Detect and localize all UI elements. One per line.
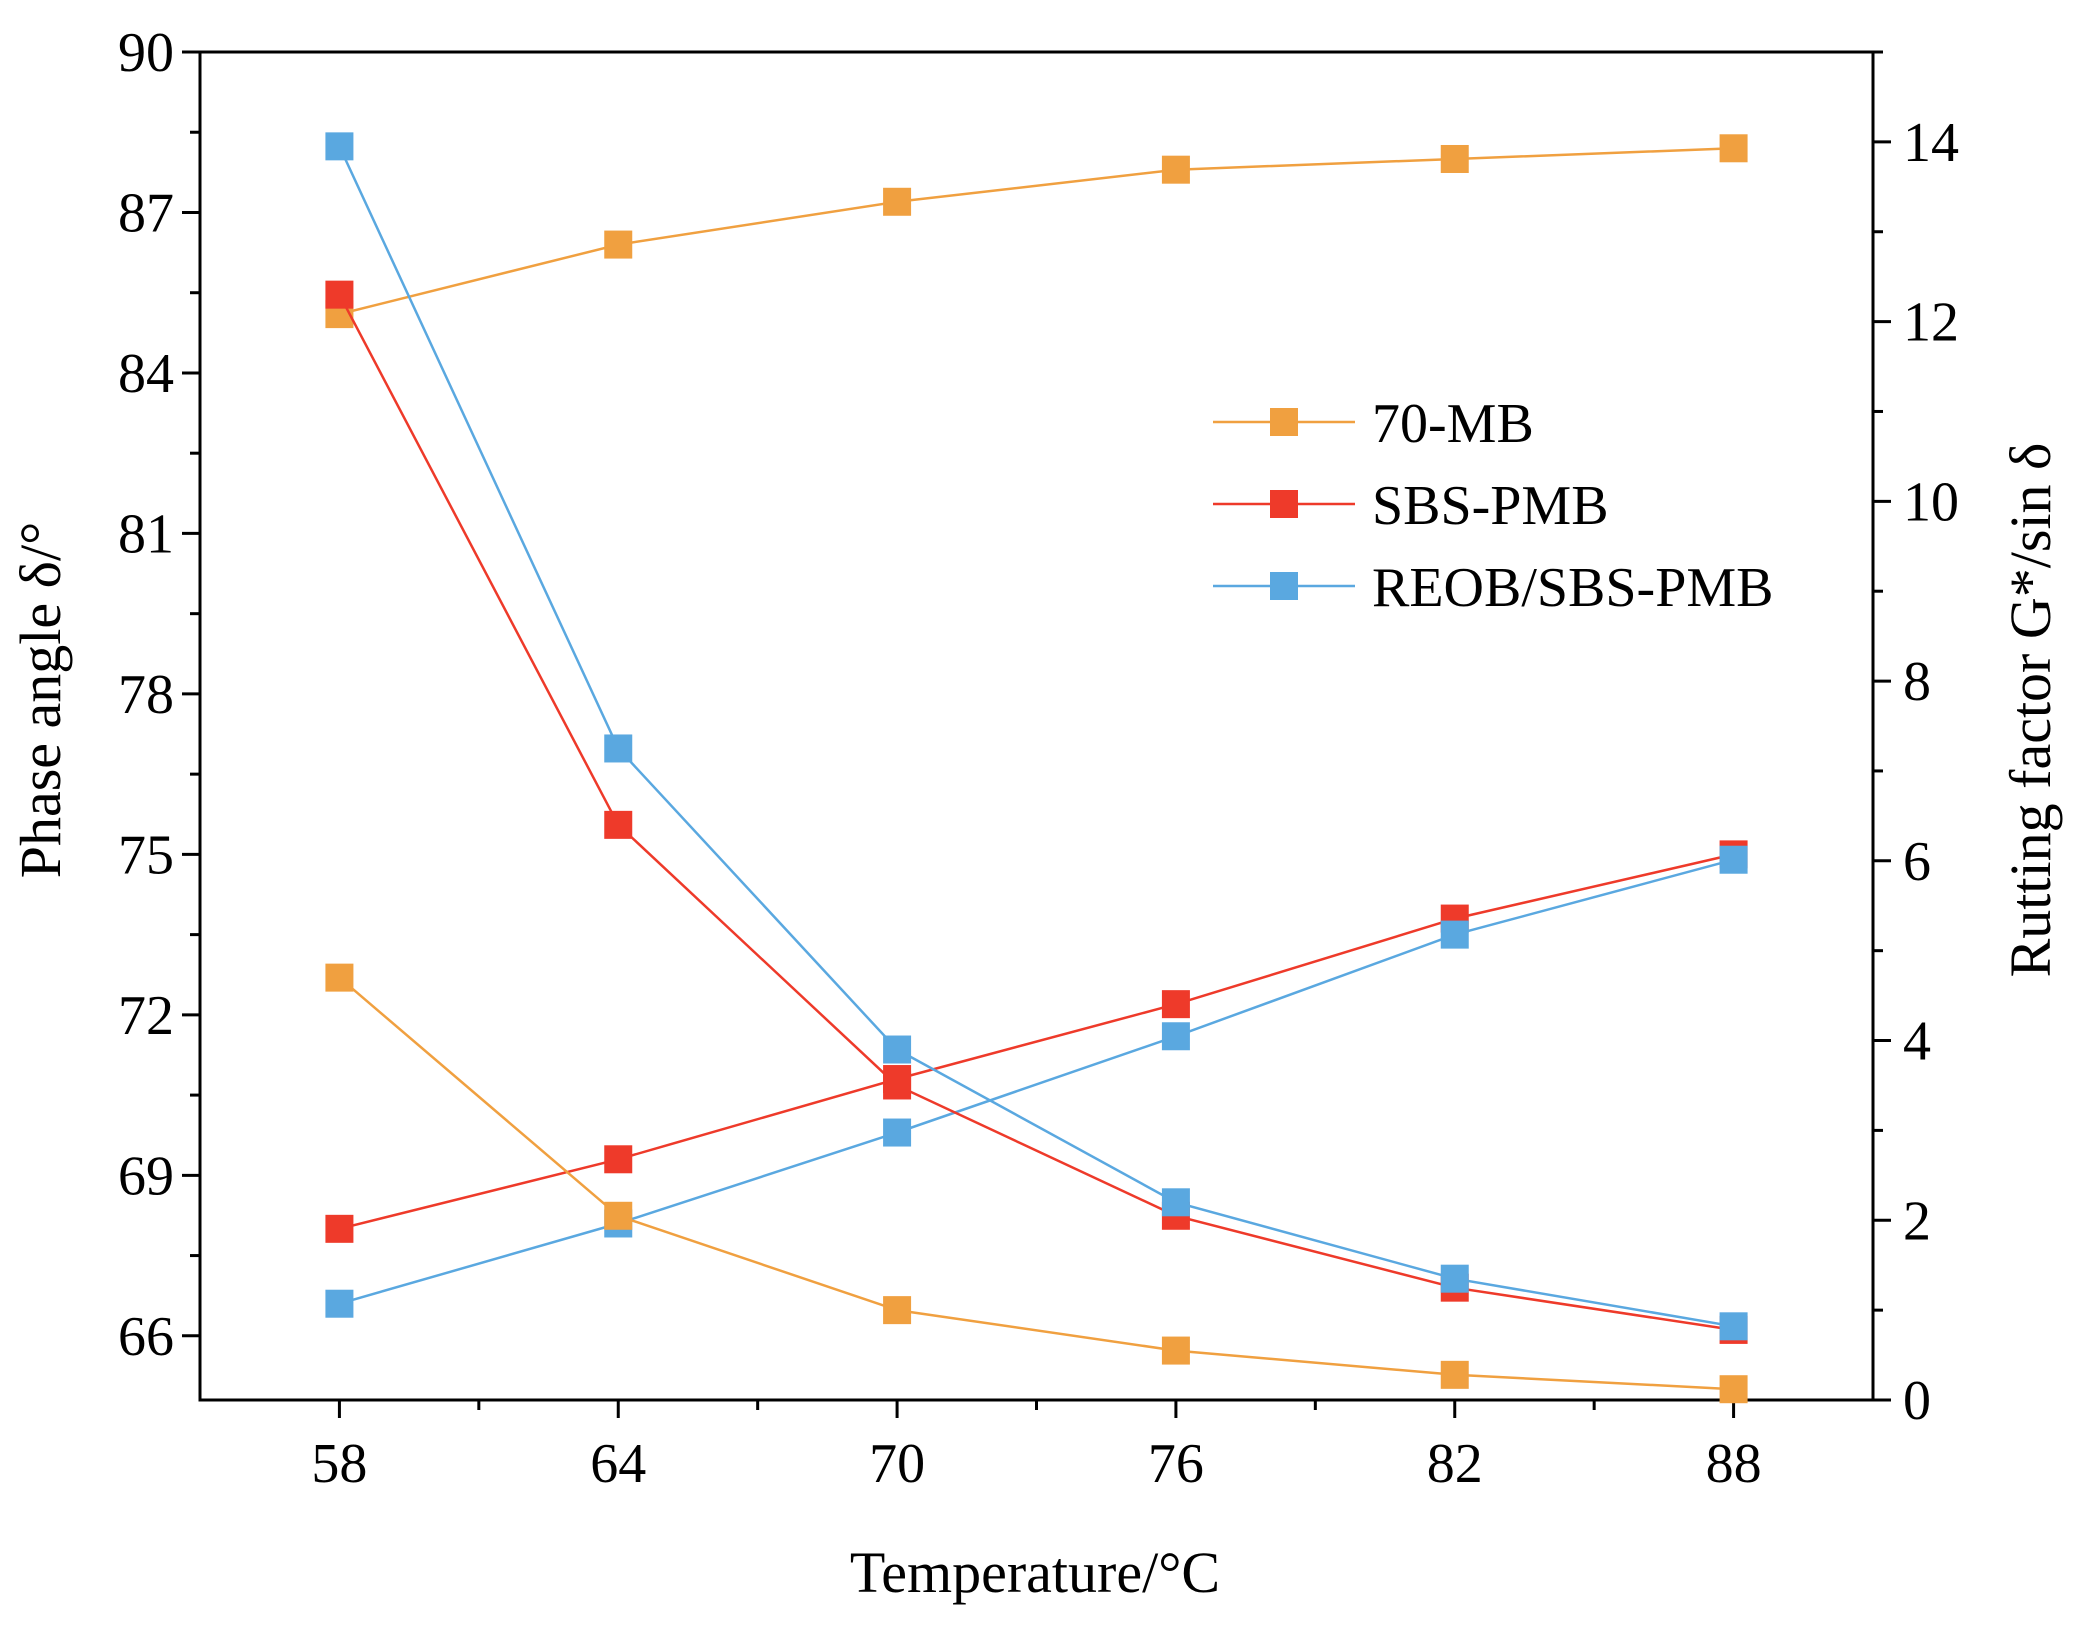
left-y-tick-label: 90 <box>118 22 174 84</box>
data-point <box>1440 920 1469 949</box>
right-y-tick-label: 6 <box>1903 831 1931 893</box>
data-point <box>325 1289 354 1318</box>
series-line <box>339 858 1734 1305</box>
right-y-tick-label: 4 <box>1903 1011 1931 1073</box>
data-point <box>1161 1336 1190 1365</box>
right-y-tick-label: 8 <box>1903 651 1931 713</box>
data-point <box>1719 134 1748 163</box>
plot-frame <box>198 50 1875 1402</box>
legend-marker <box>1270 490 1298 518</box>
data-point <box>883 1118 912 1147</box>
x-tick-label: 64 <box>590 1433 646 1495</box>
data-point <box>1161 1022 1190 1051</box>
data-point <box>1161 1188 1190 1217</box>
legend: 70-MB SBS-PMB REOB/SBS-PMB <box>1213 393 1774 619</box>
series-line <box>338 976 1734 1391</box>
left-y-tick-label: 72 <box>118 985 174 1047</box>
data-point <box>883 1296 912 1325</box>
data-point <box>325 132 354 161</box>
legend-item-reob-sbs-pmb: REOB/SBS-PMB <box>1213 557 1774 619</box>
series-layer <box>325 132 1748 1404</box>
data-point <box>1719 845 1748 874</box>
series-line <box>338 294 1734 1332</box>
legend-label: REOB/SBS-PMB <box>1372 557 1774 619</box>
series-sbs-pmb-phase-angle <box>325 840 1748 1243</box>
legend-item-sbs-pmb: SBS-PMB <box>1213 475 1609 537</box>
right-y-tick-label: 0 <box>1903 1370 1931 1432</box>
left-y-tick-label: 84 <box>118 343 174 405</box>
data-point <box>604 810 633 839</box>
left-y-tick-label: 69 <box>118 1145 174 1207</box>
left-y-tick-label: 66 <box>118 1306 174 1368</box>
x-tick-label: 82 <box>1427 1433 1483 1495</box>
legend-marker <box>1270 572 1298 600</box>
series-line <box>339 853 1734 1231</box>
data-point <box>883 1071 912 1100</box>
right-y-axis-title: Rutting factor G*/sin δ <box>1998 443 2063 978</box>
legend-item-70-mb: 70-MB <box>1213 393 1534 455</box>
data-point <box>883 187 912 216</box>
series-line <box>338 145 1734 1328</box>
axes: 58 64 70 76 82 88 66 69 72 75 78 81 84 87 90 0 2 4 6 8 10 12 1… <box>118 22 1959 1495</box>
x-axis-title: Temperature/°C <box>850 1540 1220 1605</box>
left-y-tick-label: 75 <box>118 824 174 886</box>
x-tick-label: 88 <box>1706 1433 1762 1495</box>
data-point <box>1440 144 1469 173</box>
right-y-tick-label: 14 <box>1903 112 1959 174</box>
left-y-tick-label: 78 <box>118 664 174 726</box>
series-70-mb-phase-angle <box>325 134 1748 329</box>
data-point <box>1161 155 1190 184</box>
series-line <box>339 147 1734 316</box>
data-point <box>1719 1312 1748 1341</box>
data-point <box>1440 1264 1469 1293</box>
data-point <box>883 1035 912 1064</box>
data-point <box>604 1145 633 1174</box>
legend-marker <box>1270 408 1298 436</box>
left-y-axis-title: Phase angle δ/° <box>8 522 73 879</box>
series-70-mb-rutting-factor <box>325 963 1748 1404</box>
data-point <box>1161 990 1190 1019</box>
legend-label: SBS-PMB <box>1372 475 1609 537</box>
x-tick-label: 58 <box>311 1433 367 1495</box>
data-point <box>1719 1375 1748 1404</box>
right-y-tick-label: 2 <box>1903 1190 1931 1252</box>
data-point <box>1440 1360 1469 1389</box>
data-point <box>604 734 633 763</box>
data-point <box>325 1214 354 1243</box>
right-y-tick-label: 12 <box>1903 292 1959 354</box>
series-reob-sbs-pmb-phase-angle <box>325 845 1748 1318</box>
right-y-tick-label: 10 <box>1903 471 1959 533</box>
left-y-tick-label: 87 <box>118 182 174 244</box>
series-reob-sbs-pmb-rutting-factor <box>325 132 1748 1341</box>
left-y-tick-label: 81 <box>118 503 174 565</box>
data-point <box>604 1201 633 1230</box>
data-point <box>325 280 354 309</box>
x-tick-label: 70 <box>869 1433 925 1495</box>
x-tick-label: 76 <box>1148 1433 1204 1495</box>
data-point <box>325 963 354 992</box>
series-sbs-pmb-rutting-factor <box>325 280 1748 1344</box>
data-point <box>604 230 633 259</box>
legend-label: 70-MB <box>1372 393 1534 455</box>
